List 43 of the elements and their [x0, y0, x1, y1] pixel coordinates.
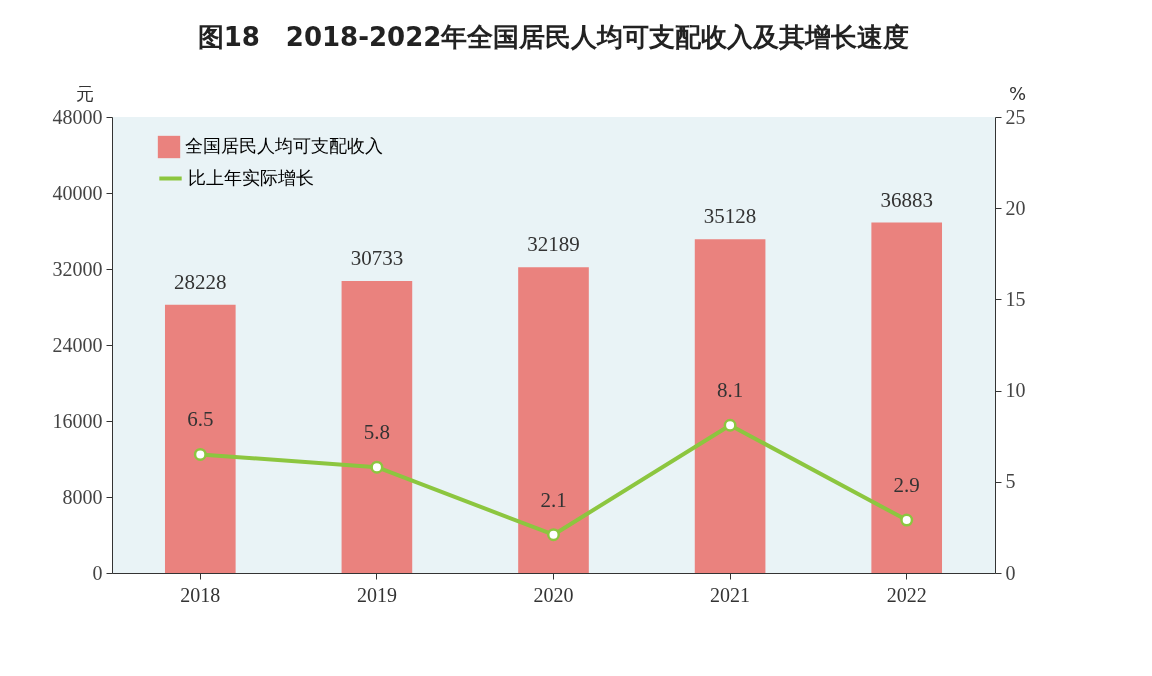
- data-label: 35128: [703, 204, 757, 229]
- data-label: 30733: [350, 246, 404, 271]
- x-tick-label: 2019: [356, 583, 397, 606]
- data-label: 2.1: [540, 487, 567, 512]
- data-label: 5.8: [363, 420, 391, 445]
- data-label: 2.9: [893, 473, 920, 498]
- point: [193, 447, 207, 461]
- point: [900, 513, 914, 527]
- point: [547, 528, 560, 542]
- y-tick-label: 48000: [52, 105, 103, 128]
- y-tick-label: 0: [92, 561, 103, 584]
- x-tick-label: 2021: [710, 583, 751, 606]
- y-tick-label: 24000: [52, 333, 103, 356]
- bar: [341, 281, 413, 573]
- data-label: 28228: [174, 269, 227, 294]
- y-axis-title: 元: [75, 82, 94, 104]
- y2-tick-label: 10: [1005, 379, 1026, 402]
- y2-tick-label: 25: [1005, 105, 1026, 128]
- y2-axis-title: %: [1008, 82, 1027, 104]
- y2-tick-label: 5: [1005, 470, 1016, 493]
- bar: [871, 222, 943, 573]
- data-label: 8.1: [716, 378, 744, 403]
- chart-title: 图18 2018-2022年全国居民人均可支配收入及其增长速度: [197, 22, 910, 52]
- y2-tick-label: 20: [1005, 196, 1026, 219]
- data-label: 6.5: [187, 407, 214, 432]
- legend-label: 全国居民人均可支配收入: [185, 135, 383, 156]
- data-label: 36883: [880, 187, 933, 212]
- x-tick-label: 2020: [533, 583, 574, 606]
- data-label: 32189: [527, 232, 580, 257]
- y-tick-label: 8000: [62, 485, 103, 508]
- y-tick-label: 32000: [52, 257, 103, 280]
- x-tick-label: 2022: [886, 583, 927, 606]
- y2-tick-label: 0: [1005, 561, 1016, 584]
- bar: [164, 304, 236, 573]
- point: [370, 460, 384, 474]
- y-tick-label: 16000: [52, 409, 103, 432]
- bar: [518, 267, 589, 573]
- point: [723, 418, 737, 432]
- y2-tick-label: 15: [1005, 287, 1026, 310]
- bar: [694, 239, 766, 573]
- y-tick-label: 40000: [52, 181, 103, 204]
- x-tick-label: 2018: [180, 583, 221, 606]
- legend-label: 比上年实际增长: [188, 166, 314, 188]
